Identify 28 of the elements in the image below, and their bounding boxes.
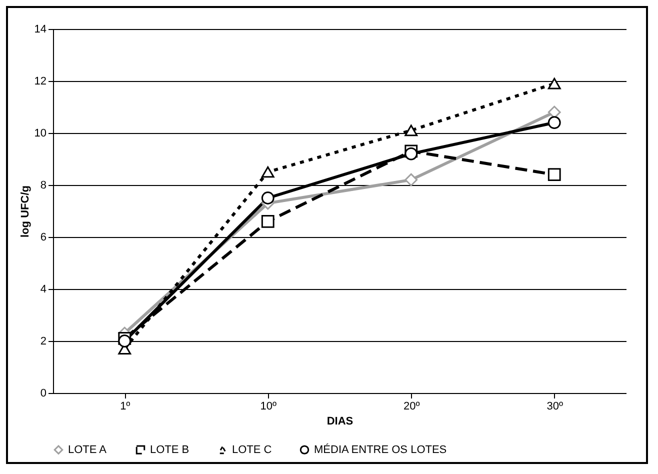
x-axis-title: DIAS [326,416,354,428]
legend-label: LOTE A [68,444,108,456]
point [261,214,274,228]
y-tick-label: 2 [40,336,46,348]
point [118,334,132,348]
y-tick-label: 10 [34,128,46,140]
y-tick-label: 0 [40,388,46,400]
x-tick-label: 30º [546,400,564,412]
point [261,166,274,178]
x-tick-label: 20º [403,400,420,412]
point [261,192,274,204]
point [548,116,561,130]
legend-label: MÉDIA ENTRE OS LOTES [314,442,447,456]
point [548,78,561,90]
point [404,173,418,186]
point [548,168,561,182]
point [404,124,418,136]
y-axis-title: log UFC/g [19,186,32,238]
x-tick-label: 1º [120,400,130,412]
y-tick-label: 12 [34,76,46,88]
y-tick-label: 6 [40,232,46,244]
y-tick-label: 14 [34,24,46,36]
x-tick-label: 10º [260,400,277,412]
point [404,147,418,160]
y-tick-label: 8 [40,180,46,192]
legend-label: LOTE B [150,444,190,456]
y-tick-label: 4 [40,284,46,296]
legend-label: LOTE C [232,444,272,456]
